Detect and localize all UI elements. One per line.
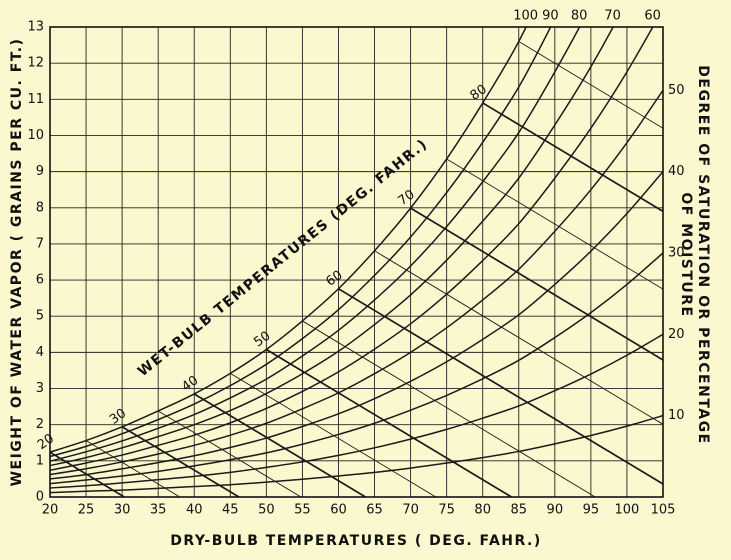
saturation-curve: [50, 252, 663, 485]
y-tick-label: 13: [27, 20, 44, 35]
x-tick-label: 65: [366, 503, 383, 518]
x-tick-label: 55: [294, 503, 311, 518]
curves: [50, 27, 663, 497]
saturation-label: 90: [542, 9, 559, 24]
plot-frame: [49, 26, 664, 498]
y2-axis-title: OF MOISTURE: [678, 192, 694, 317]
y-tick-label: 1: [36, 453, 44, 468]
saturation-label: 70: [604, 9, 621, 24]
y-tick-label: 5: [36, 309, 44, 324]
wet-bulb-line: [302, 320, 596, 497]
saturation-label: 60: [644, 9, 661, 24]
labels: 20 25 30 35 40 45 50 55 60 65 70 75 80 85 90 95 100 10501…: [27, 9, 684, 518]
x-tick-label: 25: [78, 503, 95, 518]
x-tick-label: 40: [186, 503, 203, 518]
y-tick-label: 11: [27, 92, 44, 107]
x-tick-label: 80: [474, 503, 491, 518]
saturation-label: 100: [513, 9, 538, 24]
x-tick-label: 45: [222, 503, 239, 518]
wet-bulb-line: [230, 372, 437, 497]
y-tick-label: 6: [36, 273, 44, 288]
y-tick-label: 2: [36, 417, 44, 432]
x-tick-label: 75: [438, 503, 455, 518]
x-axis-title: DRY-BULB TEMPERATURES ( DEG. FAHR.): [170, 533, 542, 549]
wet-bulb-line: [50, 451, 125, 497]
wet-bulb-line: [518, 41, 663, 129]
y-tick-label: 0: [36, 490, 44, 505]
wet-bulb-line: [157, 410, 302, 497]
x-tick-label: 70: [402, 503, 419, 518]
saturation-curve: [50, 27, 654, 471]
wet-bulb-line: [121, 426, 240, 497]
wet-bulb-line: [265, 348, 512, 497]
saturation-label: 20: [668, 327, 685, 342]
wet-bulb-line: [193, 393, 366, 497]
saturation-label: 10: [668, 408, 685, 423]
y-tick-label: 4: [36, 345, 44, 360]
wet-bulb-line: [482, 102, 663, 213]
wet-bulb-line: [85, 440, 181, 497]
x-tick-label: 35: [150, 503, 167, 518]
wet-bulb-line: [338, 288, 663, 485]
y-tick-label: 3: [36, 381, 44, 396]
y-axis-title: WEIGHT OF WATER VAPOR ( GRAINS PER CU. F…: [9, 38, 25, 487]
wet-bulb-label: 20: [35, 431, 57, 453]
saturation-curve: [50, 171, 663, 480]
x-tick-label: 20: [42, 503, 59, 518]
saturation-curve: [50, 27, 552, 458]
x-tick-label: 100: [615, 503, 640, 518]
y-tick-label: 9: [36, 164, 44, 179]
wet-bulb-line: [374, 250, 663, 425]
wet-bulb-line: [446, 158, 663, 290]
x-tick-label: 85: [510, 503, 527, 518]
x-tick-label: 95: [583, 503, 600, 518]
saturation-label: 80: [571, 9, 588, 24]
wet-bulb-label: 60: [323, 268, 345, 290]
x-tick-label: 105: [651, 503, 676, 518]
x-tick-label: 60: [330, 503, 347, 518]
saturation-curve: [50, 27, 615, 467]
y-tick-label: 7: [36, 236, 44, 251]
saturation-label: 40: [668, 164, 685, 179]
y-tick-label: 10: [27, 128, 44, 143]
saturation-curve: [50, 89, 663, 476]
x-tick-label: 50: [258, 503, 275, 518]
saturation-curve: [50, 414, 663, 494]
saturation-label: 50: [668, 83, 685, 98]
y2-axis-title: DEGREE OF SATURATION OR PERCENTAGE: [695, 65, 711, 444]
x-tick-label: 30: [114, 503, 131, 518]
x-tick-label: 90: [547, 503, 564, 518]
wet-bulb-line: [410, 207, 663, 361]
y-tick-label: 8: [36, 200, 44, 215]
saturation-curve: [50, 27, 581, 462]
saturation-label: 30: [668, 245, 685, 260]
wet-bulb-label: 80: [468, 82, 490, 104]
wet-bulb-label: 70: [396, 187, 418, 209]
saturation-curve: [50, 333, 663, 489]
grid: [49, 26, 664, 498]
y-tick-label: 12: [27, 56, 44, 71]
